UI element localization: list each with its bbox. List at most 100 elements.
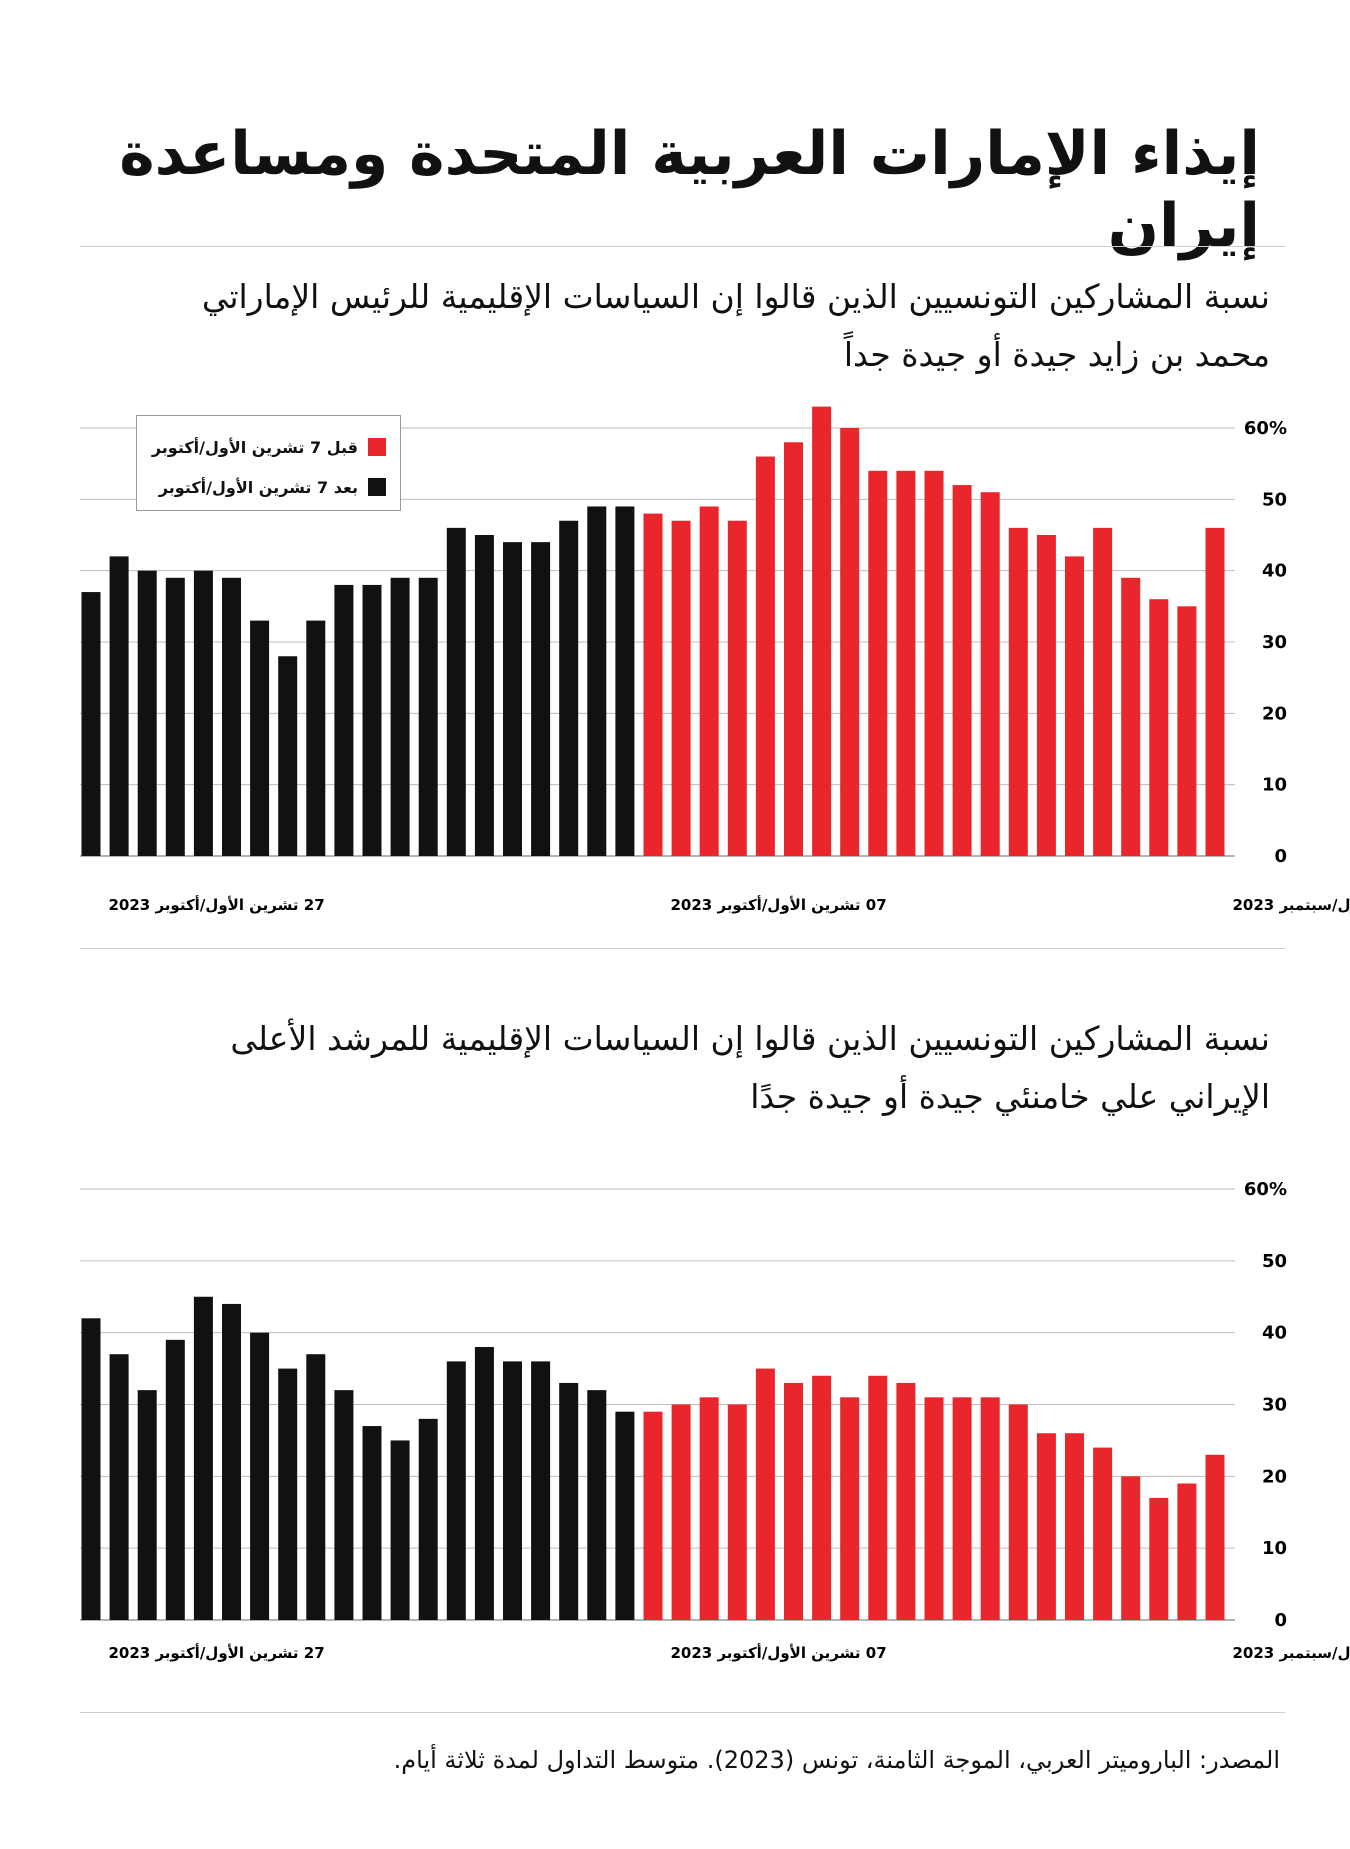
chart2-bar-before-9 [952, 1397, 972, 1620]
chart2-bar-after-33 [278, 1368, 298, 1620]
chart1-bar-after-24 [531, 542, 551, 856]
chart2-y-tick-label: 20 [1262, 1466, 1287, 1487]
chart2-bar-before-4 [1093, 1447, 1113, 1620]
chart2-bar-before-3 [1121, 1476, 1141, 1620]
chart1-bar-before-11 [896, 470, 916, 856]
chart2-y-tick-label: 50 [1262, 1251, 1287, 1272]
divider-bottom [80, 1712, 1285, 1713]
chart1-bar-after-33 [278, 656, 298, 856]
chart1-bar-after-35 [222, 577, 241, 856]
chart1-y-tick-label: 20 [1262, 703, 1287, 724]
legend-swatch-red [368, 438, 386, 456]
chart2-bar-after-39 [109, 1354, 129, 1620]
chart1-bar-before-18 [699, 506, 719, 856]
chart2-y-tick-label: 30 [1262, 1395, 1287, 1416]
chart1-bar-after-26 [474, 535, 494, 856]
chart2-bar-before-1 [1177, 1483, 1197, 1620]
chart2-bar-after-40 [81, 1318, 101, 1620]
chart1-bar-before-14 [812, 406, 832, 856]
chart1-bar-after-39 [109, 556, 129, 856]
chart2-bar-before-2 [1149, 1497, 1169, 1620]
chart1-y-tick-label: 10 [1262, 775, 1287, 796]
chart1-x-tick-label-2: 27 تشرين الأول/أكتوبر 2023 [109, 895, 325, 914]
chart2-bar-before-18 [699, 1397, 719, 1620]
chart1-bar-before-10 [924, 470, 944, 856]
chart1-bar-after-29 [390, 577, 410, 856]
chart1-bar-after-36 [193, 570, 213, 856]
chart1-legend: قبل 7 تشرين الأول/أكتوبر بعد 7 تشرين الأ… [136, 415, 401, 511]
chart1-y-tick-label: 60% [1244, 418, 1287, 439]
chart1-bar-before-3 [1121, 577, 1141, 856]
chart2-bar-before-0 [1205, 1454, 1225, 1620]
chart2-title: نسبة المشاركين التونسيين الذين قالوا إن … [90, 1010, 1270, 1126]
chart1-y-tick-label: 30 [1262, 632, 1287, 653]
chart2-bar-before-6 [1036, 1433, 1056, 1620]
chart2-bar-before-10 [924, 1397, 944, 1620]
chart1-bar-before-8 [980, 492, 1000, 856]
chart1-x-tick-label-1: 07 تشرين الأول/أكتوبر 2023 [671, 895, 887, 914]
chart1-bar-after-40 [81, 592, 101, 856]
chart2-bar-after-31 [334, 1390, 354, 1620]
chart2-bar-before-19 [671, 1404, 691, 1620]
chart2-bar-before-20 [643, 1411, 663, 1620]
chart2-y-tick-label: 10 [1262, 1538, 1287, 1559]
chart1-bar-after-22 [587, 506, 607, 856]
chart1-bar-after-32 [306, 620, 326, 856]
legend-label-before: قبل 7 تشرين الأول/أكتوبر [151, 437, 358, 457]
chart2-bar-after-29 [390, 1440, 410, 1620]
chart1-bar-before-9 [952, 485, 972, 856]
chart2-x-tick-label-1: 07 تشرين الأول/أكتوبر 2023 [671, 1643, 887, 1662]
divider-middle [80, 948, 1285, 949]
chart1-bar-after-37 [165, 577, 185, 856]
chart1-bar-before-2 [1149, 599, 1169, 856]
legend-label-after: بعد 7 تشرين الأول/أكتوبر [158, 477, 358, 497]
chart1-bar-before-5 [1065, 556, 1084, 856]
chart2-bar-before-12 [868, 1375, 888, 1620]
chart2-y-tick-label: 60% [1244, 1179, 1287, 1200]
chart2-bar-before-16 [755, 1368, 775, 1620]
chart2-bar-after-22 [587, 1390, 607, 1620]
chart2-bar-after-28 [418, 1418, 438, 1620]
chart2-bar-after-38 [137, 1390, 157, 1620]
chart2-x-tick-label-0: 17 أيلول/سبتمبر 2023 [1233, 1643, 1350, 1662]
chart2-bar-after-30 [362, 1426, 382, 1620]
chart1-y-tick-label: 40 [1262, 561, 1287, 582]
chart1-bar-before-13 [840, 428, 860, 856]
chart2-bar-after-21 [615, 1411, 635, 1620]
chart2-bar-after-24 [531, 1361, 551, 1620]
chart1-bar-before-4 [1093, 527, 1113, 856]
chart1-bar-before-0 [1205, 527, 1225, 856]
chart1-bar-after-21 [615, 506, 635, 856]
chart2-bar-after-36 [193, 1296, 213, 1620]
chart1-title: نسبة المشاركين التونسيين الذين قالوا إن … [90, 268, 1270, 384]
chart1-bar-after-27 [446, 527, 466, 856]
chart1-bar-after-25 [503, 542, 522, 856]
chart2-bar-after-34 [250, 1332, 270, 1620]
chart2-bar-after-35 [222, 1303, 241, 1620]
chart2-bar-before-17 [727, 1404, 747, 1620]
chart1-bar-after-23 [559, 520, 579, 856]
chart2-bar-before-8 [980, 1397, 1000, 1620]
chart1-bar-before-1 [1177, 606, 1197, 856]
chart2-bar-after-37 [165, 1339, 185, 1620]
chart2-bar-before-11 [896, 1382, 916, 1620]
chart1-bar-before-16 [755, 456, 775, 856]
chart2-bar-before-13 [840, 1397, 860, 1620]
chart2-bar-after-26 [474, 1347, 494, 1620]
chart2-bar-after-23 [559, 1382, 579, 1620]
chart1-bar-before-17 [727, 520, 747, 856]
chart1-bar-after-31 [334, 584, 354, 856]
chart1-bar-after-28 [418, 577, 438, 856]
chart1-uae-policies: 0 10 20 30 40 50 60% 17 أيلول/سبتمبر 2023 07 تشر… [80, 406, 1350, 914]
legend-item-before: قبل 7 تشرين الأول/أكتوبر [152, 434, 386, 460]
chart2-x-tick-label-2: 27 تشرين الأول/أكتوبر 2023 [109, 1643, 325, 1662]
chart2-bar-before-7 [1008, 1404, 1028, 1620]
chart1-bar-before-15 [784, 442, 803, 856]
chart1-bar-before-12 [868, 470, 888, 856]
chart1-y-tick-label: 0 [1274, 846, 1287, 867]
chart2-bar-after-32 [306, 1354, 326, 1620]
chart1-bar-after-30 [362, 584, 382, 856]
chart2-bar-after-25 [503, 1361, 522, 1620]
legend-item-after: بعد 7 تشرين الأول/أكتوبر [159, 474, 386, 500]
chart1-title-line-2: محمد بن زايد جيدة أو جيدة جداً [843, 335, 1270, 374]
